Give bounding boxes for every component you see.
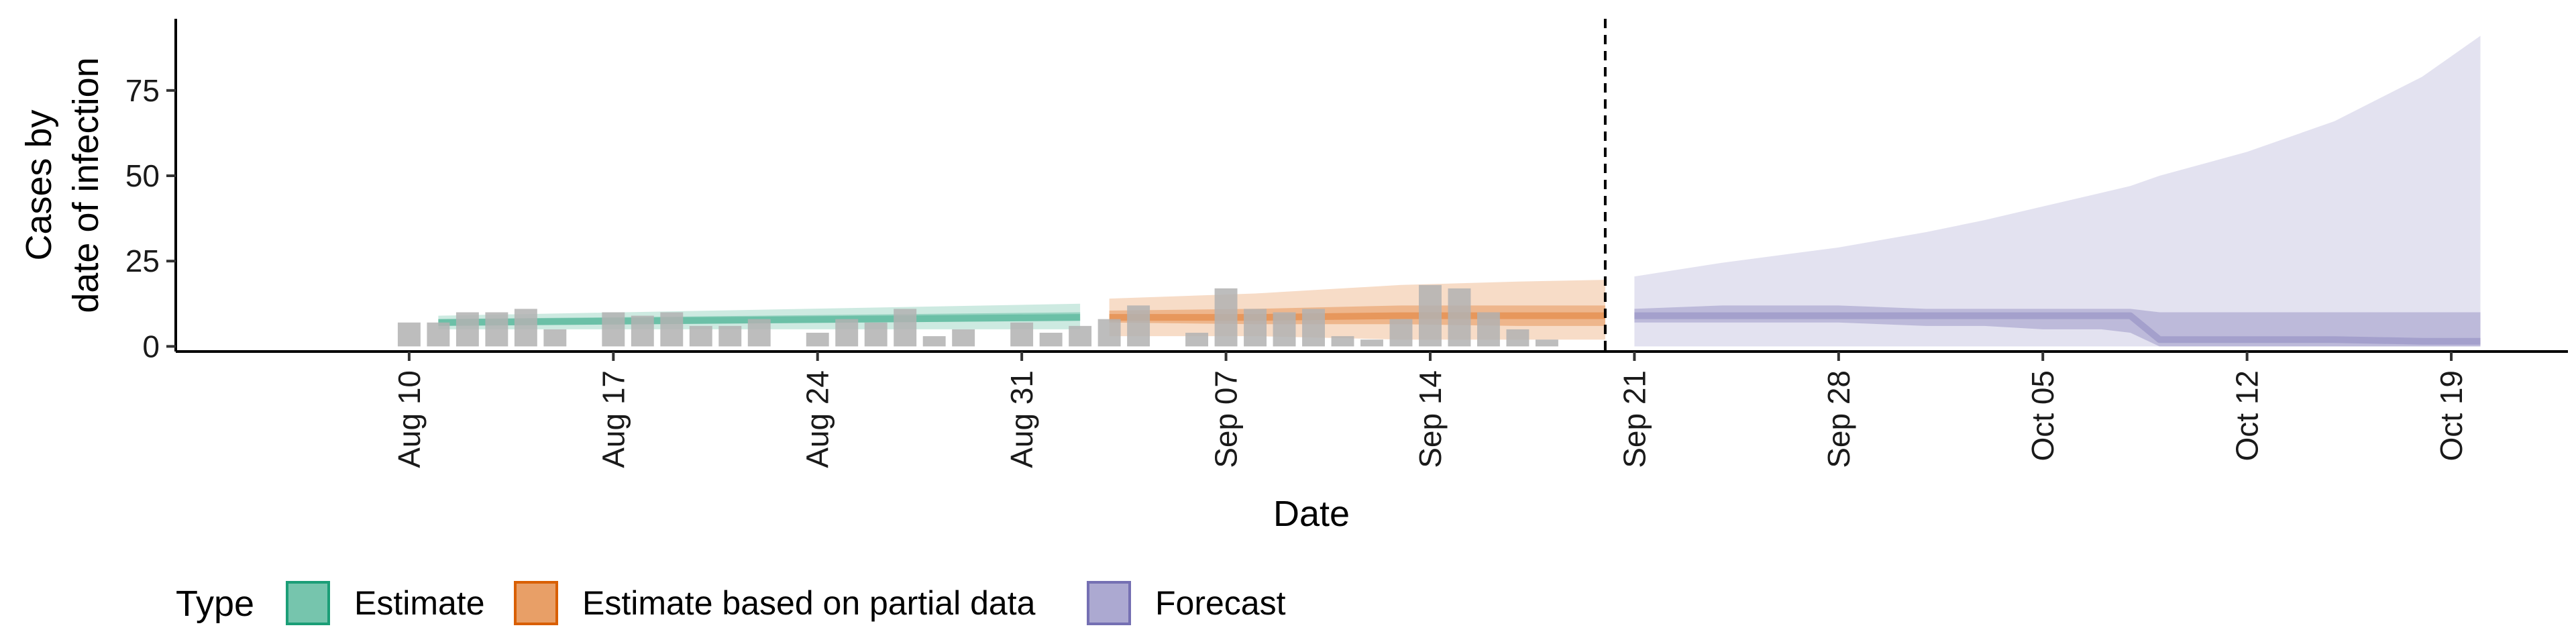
legend-key — [286, 581, 330, 625]
observed-bar — [485, 312, 508, 347]
legend-label: Estimate based on partial data — [582, 584, 1036, 622]
x-tick-label: Sep 21 — [1617, 370, 1652, 468]
observed-bar — [1448, 288, 1471, 347]
x-tick-label: Oct 12 — [2230, 370, 2265, 462]
x-tick-label: Sep 28 — [1821, 370, 1856, 468]
observed-bar — [864, 322, 888, 347]
x-tick-label: Sep 14 — [1413, 370, 1448, 468]
observed-bar — [922, 336, 946, 347]
x-tick-label: Oct 05 — [2025, 370, 2060, 462]
y-tick-label: 50 — [125, 158, 160, 193]
observed-bar — [1010, 322, 1034, 347]
x-axis-title: Date — [1273, 494, 1350, 534]
observed-bar — [1273, 312, 1296, 347]
x-tick-label: Aug 31 — [1004, 370, 1039, 468]
observed-bar — [1389, 319, 1413, 347]
observed-bar — [543, 329, 567, 347]
legend-label: Estimate — [354, 584, 485, 622]
y-axis-title: date of infection — [66, 57, 106, 313]
observed-bar — [1419, 284, 1442, 347]
observed-bar — [1331, 336, 1354, 347]
partial-estimate-median-line — [1109, 312, 1605, 321]
x-tick-label: Aug 24 — [800, 370, 835, 468]
x-tick-label: Oct 19 — [2434, 370, 2469, 462]
forecast-median-line — [1634, 312, 2481, 345]
observed-bar — [1302, 309, 1325, 347]
x-tick-label: Sep 07 — [1209, 370, 1244, 468]
legend-label: Forecast — [1155, 584, 1286, 622]
observed-bar — [806, 333, 829, 347]
observed-bar — [689, 325, 712, 347]
estimate-outer-band — [438, 303, 1081, 329]
legend-title: Type — [176, 584, 254, 624]
legend-key — [514, 581, 558, 625]
legend: Type Estimate Estimate based on partial da… — [176, 581, 1286, 625]
x-tick-label: Aug 17 — [596, 370, 631, 468]
observed-bar — [718, 325, 742, 347]
y-tick-label: 25 — [125, 244, 160, 278]
legend-key — [1087, 581, 1131, 625]
observed-bar — [747, 319, 771, 347]
observed-bar — [952, 329, 975, 347]
observed-bar — [1097, 319, 1121, 347]
observed-bar — [1535, 339, 1558, 347]
observed-bar — [1477, 312, 1500, 347]
observed-bar — [894, 309, 917, 347]
observed-bar — [602, 312, 625, 347]
y-axis-title: Cases by — [19, 109, 59, 260]
y-tick-label: 0 — [142, 329, 160, 364]
observed-bar — [1244, 309, 1267, 347]
observed-bar — [1185, 333, 1209, 347]
forecast-inner-band — [1634, 305, 2481, 347]
axes: 0 25 50 75 Aug 10 Aug 17 Aug 24 Aug 31 Sep 07 Sep… — [19, 19, 2568, 534]
plot-area — [397, 36, 2481, 347]
observed-bar — [631, 315, 654, 347]
y-tick-label: 75 — [125, 73, 160, 108]
observed-bar — [455, 312, 479, 347]
observed-bar — [835, 319, 859, 347]
observed-bar — [514, 309, 537, 347]
observed-bar — [427, 322, 450, 347]
observed-bar — [1506, 329, 1529, 347]
observed-bar — [1069, 325, 1092, 347]
observed-bar — [1127, 305, 1150, 347]
observed-bar — [660, 312, 684, 347]
observed-bar — [1360, 339, 1383, 347]
observed-bar — [1039, 333, 1063, 347]
forecast-outer-band — [1634, 36, 2481, 347]
x-tick-label: Aug 10 — [392, 370, 427, 468]
observed-bar — [1214, 288, 1238, 347]
observed-bar — [397, 322, 421, 347]
